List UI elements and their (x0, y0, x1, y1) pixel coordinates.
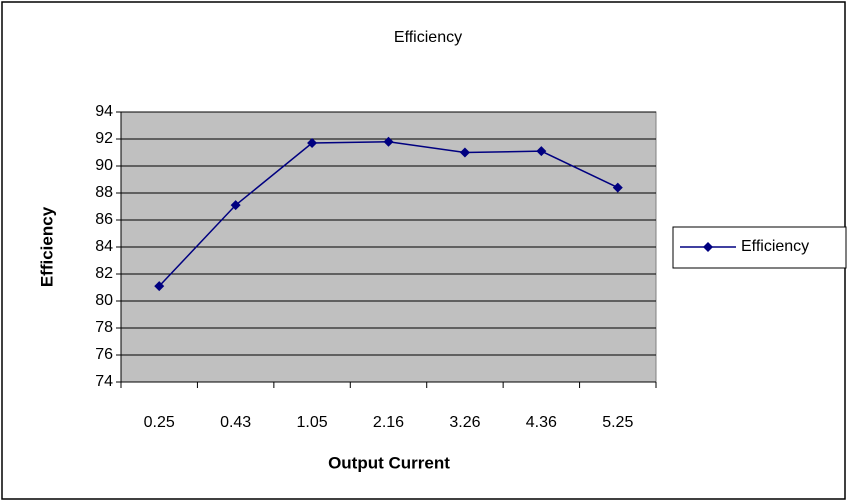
x-tick-label: 4.36 (526, 414, 557, 431)
y-tick-label: 74 (95, 373, 113, 390)
y-axis-label: Efficiency (37, 206, 56, 287)
chart-title: Efficiency (394, 29, 462, 46)
x-tick-label: 0.25 (144, 414, 175, 431)
y-tick-label: 82 (95, 265, 113, 282)
y-tick-label: 94 (95, 103, 113, 120)
y-tick-label: 80 (95, 292, 113, 309)
data-point (536, 146, 547, 157)
x-tick-label: 3.26 (449, 414, 480, 431)
data-point (154, 281, 165, 292)
legend-marker (703, 242, 713, 252)
y-tick-label: 86 (95, 211, 113, 228)
y-tick-label: 84 (95, 238, 113, 255)
y-tick-label: 88 (95, 184, 113, 201)
data-point (612, 182, 623, 193)
x-tick-label: 5.25 (602, 414, 633, 431)
legend-label: Efficiency (741, 238, 809, 255)
x-tick-label: 0.43 (220, 414, 251, 431)
y-tick-label: 78 (95, 319, 113, 336)
y-tick-label: 76 (95, 346, 113, 363)
y-tick-label: 92 (95, 130, 113, 147)
data-point (230, 200, 241, 211)
x-tick-label: 2.16 (373, 414, 404, 431)
x-tick-label: 1.05 (297, 414, 328, 431)
data-point (307, 138, 318, 149)
x-axis-label: Output Current (328, 453, 450, 472)
data-point (383, 136, 394, 147)
data-point (459, 147, 470, 158)
y-tick-label: 90 (95, 157, 113, 174)
